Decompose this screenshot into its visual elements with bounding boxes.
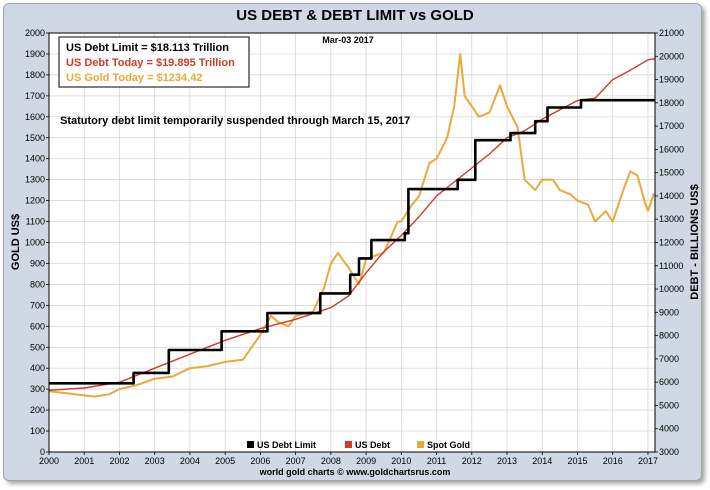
right-tick-label: 13000 bbox=[659, 214, 684, 224]
left-tick-label: 1500 bbox=[25, 133, 45, 143]
right-axis-label: DEBT - BILLIONS US$ bbox=[689, 184, 701, 300]
left-tick-label: 200 bbox=[30, 405, 45, 415]
right-tick-label: 16000 bbox=[659, 144, 684, 154]
left-tick-label: 2000 bbox=[25, 28, 45, 38]
series-line-spot-gold bbox=[48, 53, 655, 398]
left-tick-label: 1200 bbox=[25, 196, 45, 206]
x-tick-label: 2009 bbox=[356, 456, 376, 466]
right-tick-label: 12000 bbox=[659, 238, 684, 248]
right-tick-label: 3000 bbox=[659, 447, 679, 457]
left-axis: 0 100 200 300 400 500 600 700 800 900 1000 1100 1200… bbox=[25, 28, 49, 457]
x-tick-label: 2016 bbox=[603, 456, 623, 466]
left-tick-label: 300 bbox=[30, 384, 45, 394]
left-tick-label: 100 bbox=[30, 426, 45, 436]
x-tick-label: 2014 bbox=[532, 456, 552, 466]
chart-annotation: Statutory debt limit temporarily suspend… bbox=[60, 115, 410, 127]
left-tick-label: 1000 bbox=[25, 238, 45, 248]
left-tick-label: 1800 bbox=[25, 70, 45, 80]
right-tick-label: 11000 bbox=[659, 261, 683, 271]
left-tick-label: 500 bbox=[30, 342, 45, 352]
right-tick-label: 5000 bbox=[659, 400, 679, 410]
plot-border bbox=[48, 32, 656, 453]
left-tick-label: 1400 bbox=[25, 154, 45, 164]
x-tick-label: 2005 bbox=[215, 456, 235, 466]
x-tick-label: 2011 bbox=[427, 456, 446, 466]
left-tick-label: 600 bbox=[30, 321, 45, 331]
x-axis: 2000 2001 2002 2003 2004 2005 2006 2007 2008 2009… bbox=[39, 452, 658, 466]
chart-date: Mar-03 2017 bbox=[322, 35, 374, 45]
left-tick-label: 0 bbox=[40, 447, 45, 457]
series-layer bbox=[48, 53, 656, 398]
x-tick-label: 2006 bbox=[250, 456, 270, 466]
info-box bbox=[58, 36, 250, 88]
x-tick-label: 2002 bbox=[109, 456, 129, 466]
left-tick-label: 1900 bbox=[25, 49, 45, 59]
series-line-us-debt-limit bbox=[49, 98, 655, 385]
x-tick-label: 2013 bbox=[497, 456, 517, 466]
grid bbox=[48, 32, 655, 453]
info-debt-limit: US Debt Limit = $18.113 Trillion bbox=[66, 42, 229, 54]
legend-gold: Spot Gold bbox=[427, 440, 470, 450]
right-tick-label: 6000 bbox=[659, 377, 679, 387]
legend-debt: US Debt bbox=[355, 440, 390, 450]
left-tick-label: 1600 bbox=[25, 112, 45, 122]
left-tick-label: 1100 bbox=[26, 217, 45, 227]
left-axis-label: GOLD US$ bbox=[10, 214, 22, 270]
x-tick-label: 2010 bbox=[391, 456, 411, 466]
right-axis: 3000 4000 5000 6000 7000 8000 9000 10000 11000 12… bbox=[655, 28, 684, 457]
right-tick-label: 18000 bbox=[659, 98, 684, 108]
right-tick-label: 7000 bbox=[659, 354, 679, 364]
left-tick-label: 700 bbox=[30, 300, 45, 310]
x-tick-label: 2008 bbox=[321, 456, 341, 466]
info-gold-today: US Gold Today = $1234.42 bbox=[66, 72, 202, 84]
right-tick-label: 10000 bbox=[659, 284, 684, 294]
x-tick-label: 2017 bbox=[638, 456, 658, 466]
right-tick-label: 14000 bbox=[659, 191, 684, 201]
legend-swatch-gold bbox=[417, 441, 424, 448]
x-tick-label: 2015 bbox=[567, 456, 587, 466]
right-tick-label: 9000 bbox=[659, 307, 679, 317]
right-tick-label: 19000 bbox=[659, 75, 684, 85]
right-tick-label: 20000 bbox=[659, 51, 684, 61]
x-tick-label: 2001 bbox=[74, 456, 94, 466]
legend-debt-limit: US Debt Limit bbox=[257, 440, 316, 450]
left-tick-label: 1300 bbox=[25, 175, 45, 185]
x-tick-label: 2003 bbox=[145, 456, 165, 466]
x-tick-label: 2004 bbox=[180, 456, 200, 466]
legend-swatch-debt bbox=[345, 441, 352, 448]
left-tick-label: 900 bbox=[30, 258, 45, 268]
info-debt-today: US Debt Today = $19.895 Trillion bbox=[66, 57, 235, 69]
left-tick-label: 400 bbox=[30, 363, 45, 373]
x-tick-label: 2007 bbox=[286, 456, 306, 466]
right-tick-label: 8000 bbox=[659, 331, 679, 341]
x-tick-label: 2000 bbox=[39, 456, 59, 466]
chart-credit: world gold charts © www.goldchartsrus.co… bbox=[259, 467, 451, 477]
right-tick-label: 4000 bbox=[659, 424, 679, 434]
right-tick-label: 17000 bbox=[659, 121, 684, 131]
legend: US Debt Limit US Debt Spot Gold bbox=[247, 440, 470, 450]
left-tick-label: 1700 bbox=[25, 91, 45, 101]
chart-title: US DEBT & DEBT LIMIT vs GOLD bbox=[236, 7, 474, 24]
right-tick-label: 15000 bbox=[659, 168, 684, 178]
legend-swatch-debt-limit bbox=[247, 441, 254, 448]
x-tick-label: 2012 bbox=[462, 456, 482, 466]
right-tick-label: 21000 bbox=[659, 28, 684, 38]
left-tick-label: 800 bbox=[30, 279, 45, 289]
